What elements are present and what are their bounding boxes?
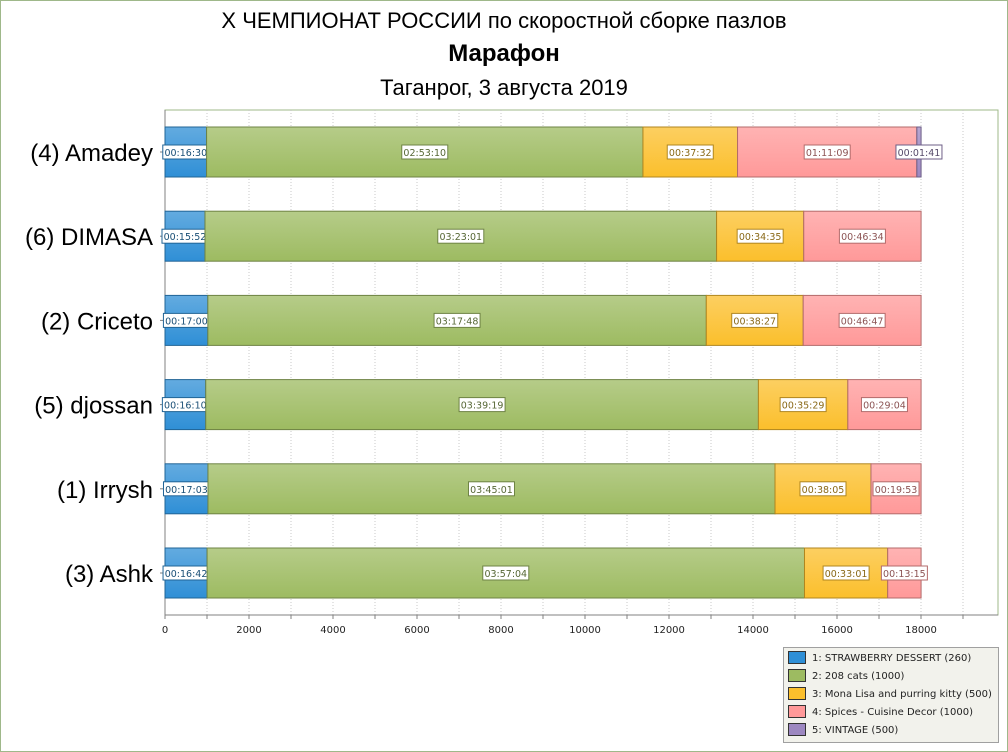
data-label: 00:16:10 — [164, 401, 207, 412]
chart-legend: 1: STRAWBERRY DESSERT (260) 2: 208 cats (… — [783, 647, 999, 743]
x-tick-label: 10000 — [569, 625, 601, 636]
legend-item: 2: 208 cats (1000) — [788, 668, 905, 685]
data-label: 03:17:48 — [436, 316, 479, 327]
plot-area — [164, 109, 999, 616]
data-label-box — [458, 397, 506, 413]
data-label: 00:38:27 — [733, 316, 776, 327]
y-category-label: (5) djossan — [34, 393, 153, 420]
chart-location-date: Таганрог, 3 августа 2019 — [380, 75, 628, 100]
data-label: 00:46:47 — [841, 316, 884, 327]
data-label-box — [433, 312, 481, 328]
x-tick-label: 0 — [162, 625, 168, 636]
legend-label: 1: STRAWBERRY DESSERT (260) — [812, 653, 972, 664]
data-label: 00:46:34 — [841, 232, 884, 243]
data-label: 02:53:10 — [403, 148, 446, 159]
legend-swatch — [788, 650, 806, 664]
legend-swatch — [788, 704, 806, 718]
x-tick-label: 2000 — [236, 625, 261, 636]
legend-item: 1: STRAWBERRY DESSERT (260) — [788, 650, 972, 667]
y-category-label: (2) Criceto — [41, 308, 153, 335]
data-label-box — [482, 565, 530, 581]
data-label-box — [838, 228, 886, 244]
chart-subtitle: Марафон — [448, 40, 560, 67]
legend-label: 5: VINTAGE (500) — [812, 725, 899, 736]
data-label-box — [666, 144, 714, 160]
data-label: 03:39:19 — [461, 401, 504, 412]
data-label: 00:15:52 — [164, 232, 207, 243]
data-label: 00:17:03 — [165, 485, 208, 496]
data-label-box — [401, 144, 449, 160]
y-category-label: (4) Amadey — [30, 140, 153, 167]
y-category-label: (6) DIMASA — [25, 224, 153, 251]
data-label-box — [731, 312, 779, 328]
data-label-box — [779, 397, 827, 413]
legend-label: 2: 208 cats (1000) — [812, 671, 905, 682]
data-label: 00:13:15 — [883, 569, 926, 580]
data-label-box — [799, 481, 847, 497]
x-tick-label: 16000 — [821, 625, 853, 636]
data-label: 00:17:00 — [165, 316, 208, 327]
x-tick-label: 14000 — [737, 625, 769, 636]
data-label: 00:16:30 — [164, 148, 207, 159]
data-label-box — [437, 228, 485, 244]
x-tick-label: 12000 — [653, 625, 685, 636]
data-label-box — [736, 228, 784, 244]
y-category-label: (3) Ashk — [65, 561, 154, 588]
legend-label: 4: Spices - Cuisine Decor (1000) — [812, 707, 973, 718]
data-label: 00:37:32 — [669, 148, 712, 159]
data-label: 00:38:05 — [802, 485, 845, 496]
legend-swatch — [788, 668, 806, 682]
data-label: 03:23:01 — [439, 232, 482, 243]
data-label: 00:01:41 — [898, 148, 941, 159]
legend-item: 4: Spices - Cuisine Decor (1000) — [788, 704, 973, 721]
data-label-box — [880, 565, 928, 581]
data-label-box — [803, 144, 851, 160]
y-category-label: (1) Irrysh — [57, 477, 153, 504]
legend-label: 3: Mona Lisa and purring kitty (500) — [812, 689, 992, 700]
legend-item: 3: Mona Lisa and purring kitty (500) — [788, 686, 992, 703]
data-label: 03:57:04 — [484, 569, 527, 580]
x-tick-label: 4000 — [320, 625, 345, 636]
data-label: 03:45:01 — [470, 485, 513, 496]
data-label: 00:16:42 — [165, 569, 208, 580]
x-tick-label: 18000 — [905, 625, 937, 636]
data-label-box — [895, 144, 943, 160]
data-label: 00:35:29 — [782, 401, 825, 412]
data-label-box — [467, 481, 515, 497]
x-tick-label: 6000 — [404, 625, 429, 636]
legend-item: 5: VINTAGE (500) — [788, 722, 899, 739]
data-label-box — [838, 312, 886, 328]
data-label-box — [860, 397, 908, 413]
data-label: 00:34:35 — [739, 232, 782, 243]
chart-title: X ЧЕМПИОНАТ РОССИИ по скоростной сборке … — [221, 8, 787, 33]
legend-swatch — [788, 686, 806, 700]
data-label: 00:33:01 — [825, 569, 868, 580]
data-label: 00:29:04 — [863, 401, 906, 412]
data-label: 01:11:09 — [806, 148, 849, 159]
data-label-box — [872, 481, 920, 497]
data-label-box — [822, 565, 870, 581]
data-label: 00:19:53 — [875, 485, 918, 496]
bar-segment — [757, 379, 849, 431]
x-tick-label: 8000 — [488, 625, 513, 636]
legend-swatch — [788, 722, 806, 736]
